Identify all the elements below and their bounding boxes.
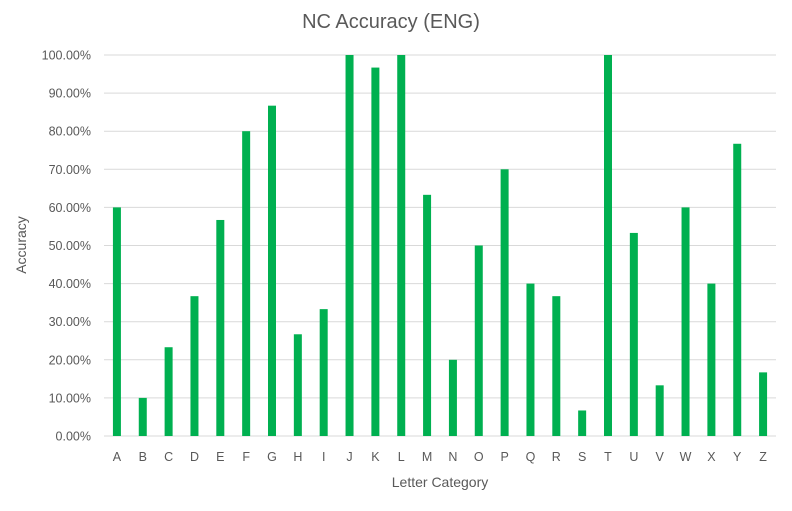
x-tick-label: H: [293, 450, 302, 464]
x-tick-label: N: [448, 450, 457, 464]
bar-c: [164, 347, 173, 436]
bar-s: [578, 410, 587, 436]
y-tick-label: 30.00%: [49, 315, 91, 329]
y-tick-label: 40.00%: [49, 277, 91, 291]
y-tick-label: 20.00%: [49, 353, 91, 367]
bar-o: [474, 245, 483, 436]
bar-r: [552, 296, 561, 436]
x-tick-label: T: [604, 450, 612, 464]
x-tick-label: U: [629, 450, 638, 464]
x-tick-label: W: [680, 450, 692, 464]
x-tick-label: L: [398, 450, 405, 464]
x-tick-label: E: [216, 450, 224, 464]
x-tick-label: Y: [733, 450, 742, 464]
y-tick-label: 60.00%: [49, 201, 91, 215]
bar-g: [268, 105, 276, 436]
bar-y: [733, 143, 742, 436]
x-tick-label: A: [113, 450, 122, 464]
x-tick-label: M: [422, 450, 432, 464]
y-tick-label: 0.00%: [56, 430, 91, 444]
x-tick-label: P: [500, 450, 508, 464]
bar-b: [138, 397, 147, 436]
x-tick-label: O: [474, 450, 484, 464]
bar-i: [319, 309, 328, 436]
x-tick-label: C: [164, 450, 173, 464]
bars: [112, 55, 768, 437]
x-tick-label: J: [346, 450, 352, 464]
y-axis-label: Accuracy: [13, 216, 29, 274]
x-axis-label: Letter Category: [392, 474, 489, 490]
y-tick-label: 100.00%: [42, 49, 91, 63]
bar-p: [500, 169, 509, 437]
y-tick-label: 90.00%: [49, 87, 91, 101]
x-tick-label: Q: [526, 450, 536, 464]
bar-q: [526, 283, 535, 436]
x-tick-label: X: [707, 450, 716, 464]
bar-e: [216, 219, 225, 436]
x-tick-label: K: [371, 450, 380, 464]
y-tick-label: 50.00%: [49, 239, 91, 253]
x-tick-label: R: [552, 450, 561, 464]
bar-n: [448, 359, 457, 436]
x-tick-label: G: [267, 450, 277, 464]
x-tick-label: F: [242, 450, 250, 464]
bar-h: [293, 334, 302, 436]
y-tick-label: 10.00%: [49, 391, 91, 405]
y-tick-label: 70.00%: [49, 163, 91, 177]
bar-a: [112, 207, 121, 436]
chart-title: NC Accuracy (ENG): [302, 11, 480, 33]
x-tick-label: I: [322, 450, 325, 464]
x-axis-tick-labels: A B C D E F G H I J K L M N O P Q R S T U V W X Y Z: [113, 450, 768, 464]
x-tick-label: Z: [759, 450, 767, 464]
y-axis-tick-labels: 0.00% 10.00% 20.00% 30.00% 40.00% 50.00% 60.00…: [42, 49, 91, 444]
x-tick-label: V: [656, 450, 665, 464]
bar-t: [604, 55, 612, 436]
y-tick-label: 80.00%: [49, 125, 91, 139]
x-tick-label: S: [578, 450, 586, 464]
gridlines: [104, 54, 776, 437]
bar-v: [655, 385, 664, 436]
bar-d: [190, 296, 199, 436]
x-tick-label: D: [190, 450, 199, 464]
bar-u: [629, 232, 638, 436]
bar-x: [707, 283, 716, 436]
bar-k: [371, 67, 380, 436]
bar-w: [681, 207, 690, 436]
bar-m: [423, 194, 432, 436]
bar-j: [345, 55, 354, 436]
x-tick-label: B: [139, 450, 147, 464]
bar-f: [242, 131, 251, 436]
bar-z: [759, 372, 768, 436]
bar-l: [397, 55, 406, 436]
